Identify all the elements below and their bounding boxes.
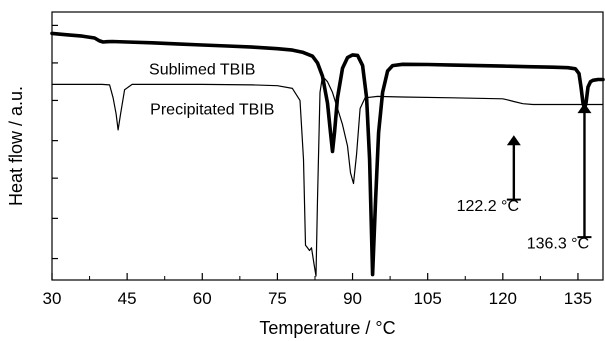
plot-frame xyxy=(51,11,604,281)
annotations: Sublimed TBIB Precipitated TBIB 122.2 °C 13… xyxy=(149,61,592,252)
x-tick-label: 75 xyxy=(268,289,287,308)
series-line-precipitated xyxy=(51,75,604,277)
series-label: Precipitated TBIB xyxy=(150,101,274,118)
curves xyxy=(50,31,605,277)
y-axis-label: Heat flow / a.u. xyxy=(6,86,26,206)
x-tick-label: 60 xyxy=(193,289,212,308)
x-tick-label: 30 xyxy=(43,289,62,308)
x-axis-label: Temperature / °C xyxy=(259,318,395,338)
x-tick-label: 45 xyxy=(118,289,137,308)
axes: 30 45 60 75 90 105 120 135 xyxy=(43,11,604,308)
annotation-arrow-head xyxy=(577,103,592,114)
series-line-sublimed xyxy=(50,31,605,277)
x-tick-label: 105 xyxy=(413,289,441,308)
annotation-arrow-head xyxy=(506,135,521,146)
annotation-label: 122.2 °C xyxy=(457,198,519,215)
x-tick-label: 135 xyxy=(564,289,592,308)
x-tick-label: 120 xyxy=(489,289,517,308)
annotation-label: 136.3 °C xyxy=(527,235,589,252)
series-label: Sublimed TBIB xyxy=(149,61,255,78)
x-tick-label: 90 xyxy=(343,289,362,308)
